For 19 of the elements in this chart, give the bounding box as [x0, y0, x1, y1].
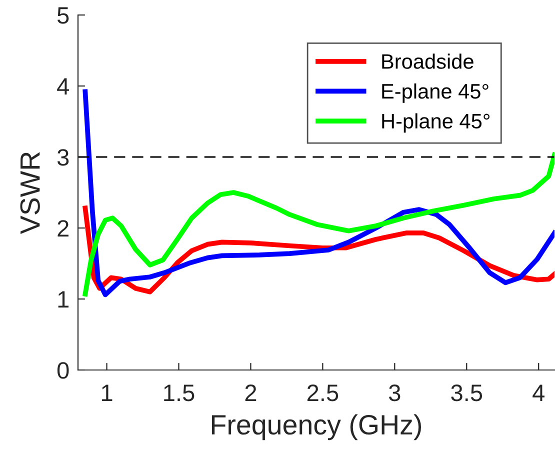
legend-label: Broadside	[382, 54, 474, 69]
y-tick-label: 3	[57, 149, 69, 166]
legend-label: H-plane 45°	[382, 113, 490, 133]
x-tick-label: 3	[389, 384, 400, 402]
x-tick-label: 3.5	[451, 384, 482, 402]
y-tick-label: 1	[58, 291, 69, 308]
legend-label: E-plane 45°	[382, 83, 488, 103]
x-tick-label: 4	[532, 384, 544, 401]
y-tick-label: 0	[57, 362, 69, 379]
y-tick-label: 5	[57, 7, 69, 24]
x-tick-label: 1.5	[164, 384, 194, 402]
x-axis-title: Frequency (GHz)	[212, 414, 422, 440]
x-tick-label: 1	[102, 384, 112, 401]
y-tick-label: 2	[58, 220, 68, 237]
x-tick-label: 2	[245, 384, 256, 401]
y-axis-title: VSWR	[20, 152, 40, 234]
line-series	[82, 152, 554, 296]
x-tick-label: 2.5	[307, 384, 338, 402]
y-tick-label: 4	[57, 78, 69, 95]
